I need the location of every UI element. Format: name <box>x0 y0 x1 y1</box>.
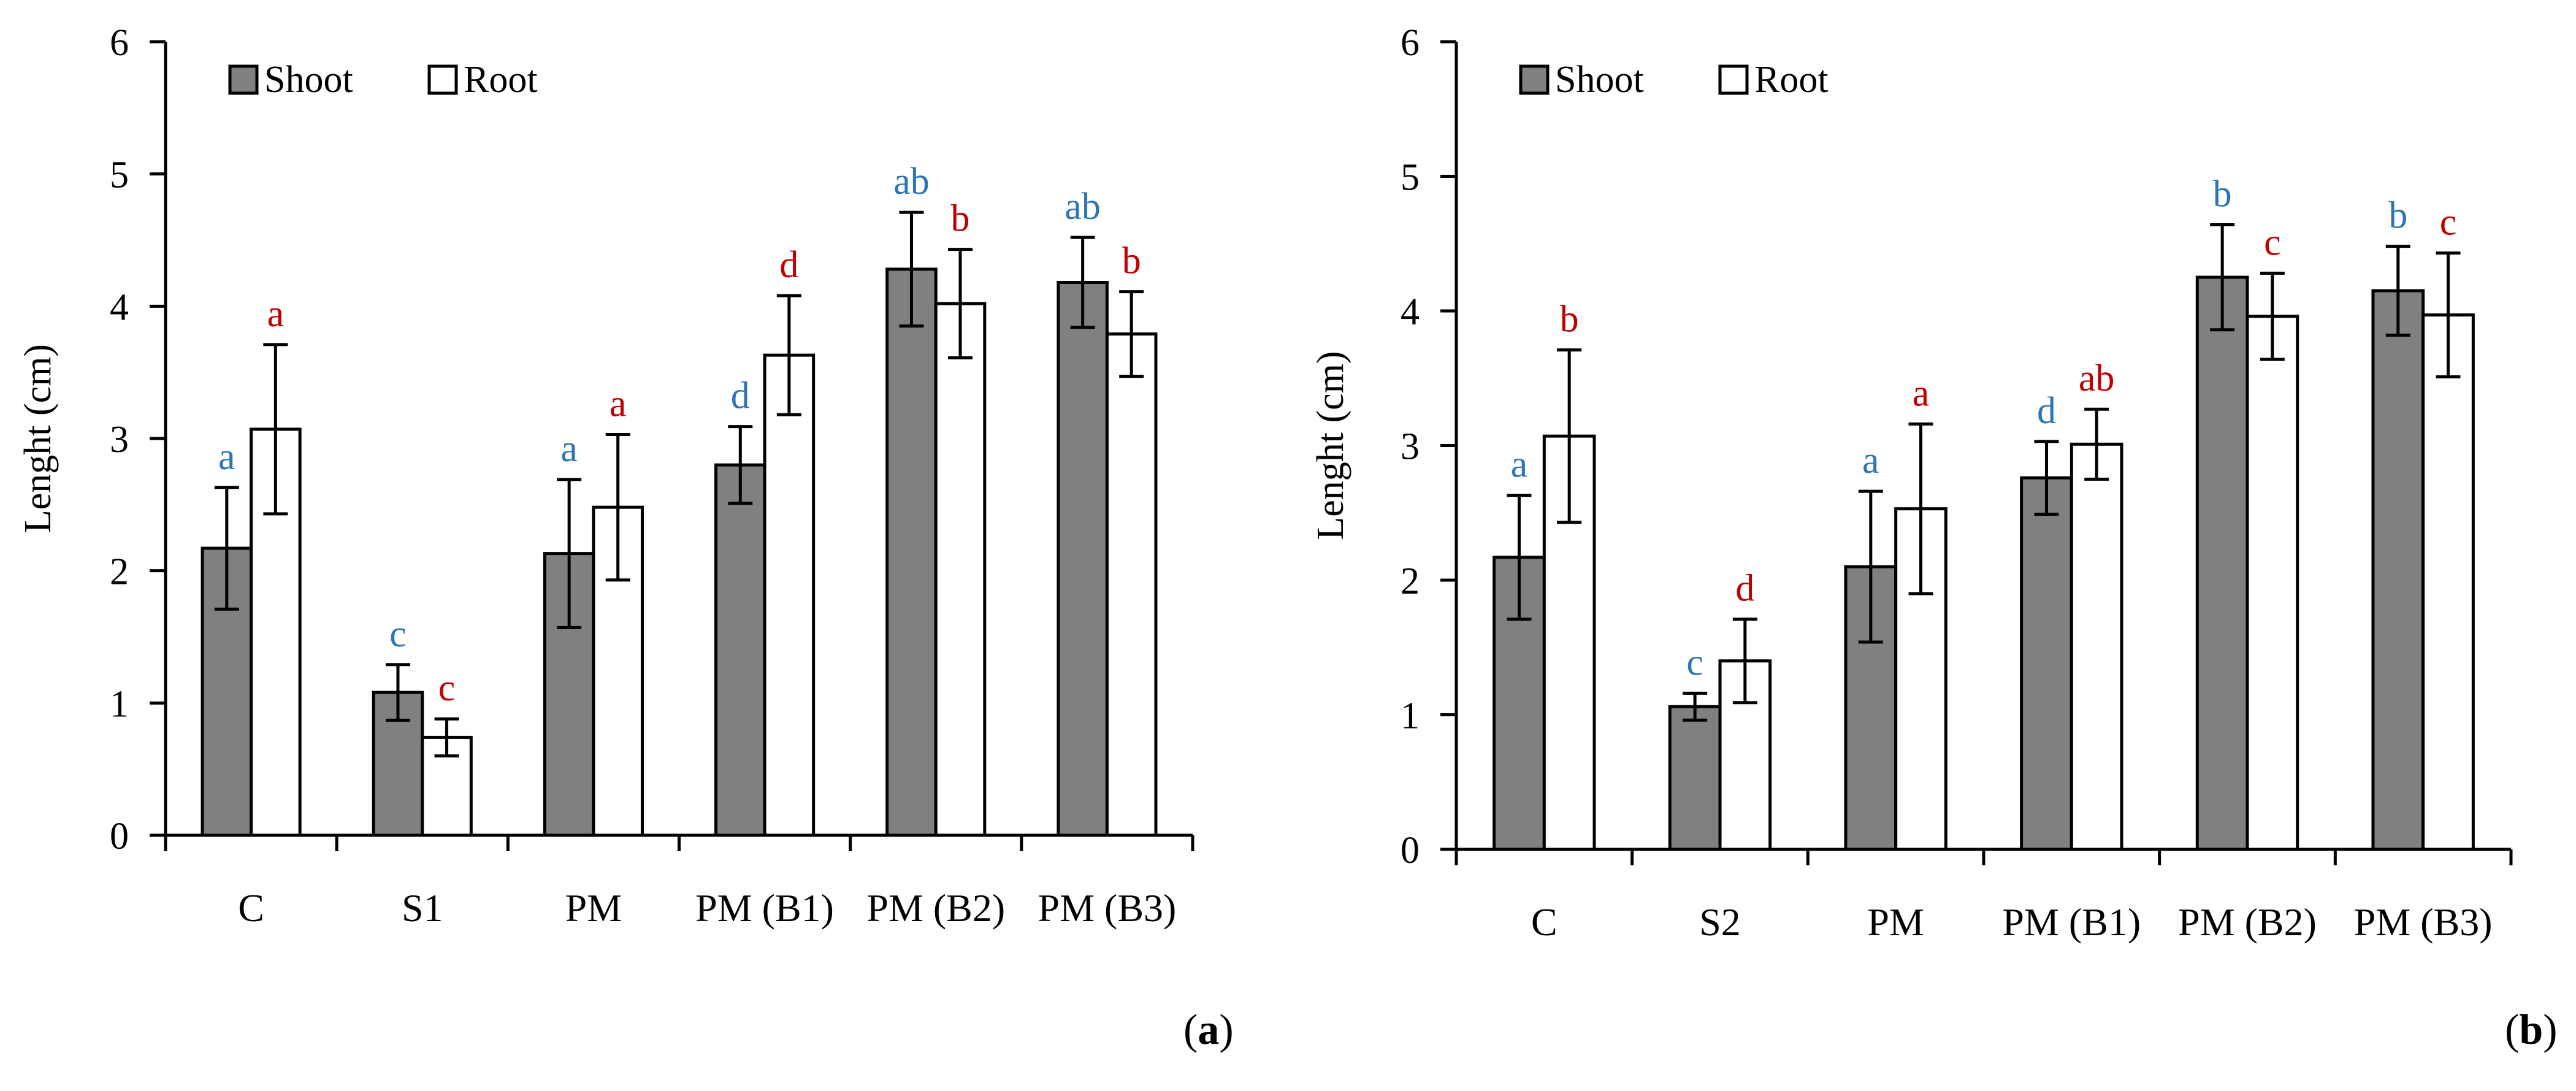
x-tick-label: S2 <box>1699 900 1741 944</box>
bar-shoot <box>2371 289 2425 851</box>
y-tick-label: 1 <box>110 683 129 725</box>
bar-shoot <box>885 267 938 837</box>
x-tick-label: PM (B1) <box>2002 900 2141 944</box>
panel-label-b: (b) <box>2505 1006 2558 1054</box>
y-tick-label: 2 <box>1401 561 1420 602</box>
significance-letter-shoot: a <box>218 436 235 478</box>
significance-letter-shoot: c <box>389 613 407 655</box>
y-tick-label: 5 <box>1401 157 1420 199</box>
significance-letter-root: a <box>610 383 627 425</box>
x-tick-label: PM (B2) <box>2178 900 2317 944</box>
significance-letter-shoot: b <box>2388 195 2407 237</box>
significance-letter-root: b <box>1122 240 1141 282</box>
bar-shoot <box>1057 281 1109 837</box>
chart-panel-b: 0 1 2 3 4 5 6 Lenght (cm) C S2 PM PM (B1) PM (B2) PM … <box>1310 22 2513 944</box>
significance-letter-shoot: c <box>1686 641 1703 683</box>
significance-letter-root: b <box>951 198 970 240</box>
x-tick-label: PM <box>1867 900 1924 944</box>
bar-root <box>2421 313 2475 851</box>
x-tick-label: PM (B3) <box>2354 900 2493 944</box>
x-tick-label: C <box>238 886 264 930</box>
bar-shoot <box>201 546 253 837</box>
legend-swatch-root <box>427 64 458 95</box>
y-axis-label: Lenght (cm) <box>1310 351 1351 540</box>
legend-label-root: Root <box>464 59 538 101</box>
bar-shoot <box>2195 275 2249 851</box>
y-tick-label: 6 <box>1401 22 1420 64</box>
y-tick-label: 3 <box>1401 426 1420 468</box>
y-tick-label: 1 <box>1401 695 1420 737</box>
significance-letter-shoot: a <box>560 428 578 470</box>
chart-panel-a: 0 1 2 3 4 5 6 Lenght (cm) C S1 PM PM (B1) PM (B2) PM … <box>17 22 1194 930</box>
significance-letter-shoot: d <box>2037 390 2056 432</box>
legend-label-shoot: Shoot <box>1555 59 1644 101</box>
bar-shoot <box>2020 476 2073 851</box>
bar-root <box>1105 332 1158 837</box>
legend-swatch-shoot <box>1519 64 1550 95</box>
significance-letter-shoot: d <box>731 375 750 417</box>
significance-letter-shoot: ab <box>1064 186 1101 228</box>
significance-letter-root: c <box>2440 202 2457 243</box>
significance-letter-root: ab <box>2079 358 2115 399</box>
y-axis-label: Lenght (cm) <box>17 344 59 533</box>
significance-letter-shoot: b <box>2213 174 2232 215</box>
x-tick-label: PM (B1) <box>695 886 834 930</box>
significance-letter-root: a <box>267 293 285 335</box>
y-tick-label: 0 <box>110 816 129 857</box>
bar-shoot <box>1668 705 1722 851</box>
significance-letter-root: c <box>438 667 456 709</box>
y-tick-label: 2 <box>110 551 129 593</box>
bar-root <box>934 302 987 837</box>
legend-label-shoot: Shoot <box>264 59 353 101</box>
y-tick-label: 0 <box>1401 830 1420 871</box>
significance-letter-root: d <box>1735 568 1754 610</box>
significance-letter-root: d <box>779 244 798 286</box>
significance-letter-shoot: a <box>1862 440 1879 481</box>
significance-letter-root: b <box>1560 299 1579 340</box>
panel-label-a: (a) <box>1183 1006 1234 1054</box>
bar-root <box>2070 442 2123 851</box>
bar-shoot <box>714 463 766 837</box>
y-tick-label: 6 <box>110 22 129 64</box>
x-tick-label: PM <box>565 886 622 930</box>
bar-root <box>763 353 816 837</box>
legend-label-root: Root <box>1754 59 1829 101</box>
y-tick-label: 4 <box>110 286 129 328</box>
legend-swatch-shoot <box>228 64 259 95</box>
significance-letter-shoot: a <box>1511 444 1528 486</box>
x-tick-label: PM (B3) <box>1038 886 1177 930</box>
x-tick-label: S1 <box>402 886 443 930</box>
significance-letter-shoot: ab <box>893 161 930 202</box>
bar-root <box>2245 315 2299 851</box>
x-tick-label: PM (B2) <box>866 886 1005 930</box>
significance-letter-root: a <box>1913 372 1930 414</box>
bar-shoot <box>543 552 595 837</box>
y-tick-label: 5 <box>110 155 129 196</box>
legend-swatch-root <box>1718 64 1749 95</box>
x-tick-label: C <box>1531 900 1557 944</box>
significance-letter-root: c <box>2264 222 2281 264</box>
y-tick-label: 3 <box>110 419 129 461</box>
y-tick-label: 4 <box>1401 291 1420 333</box>
